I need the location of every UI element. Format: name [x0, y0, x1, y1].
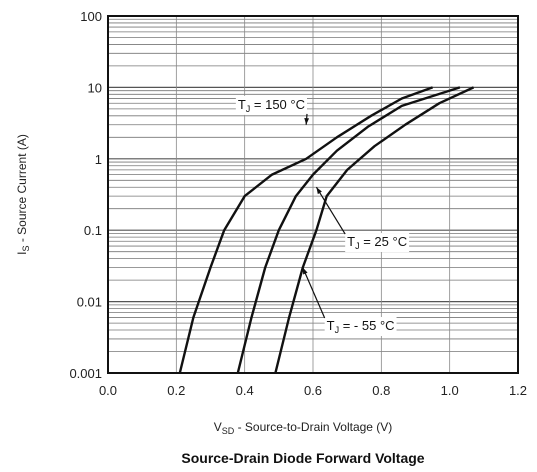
x-axis-label-sub: SD: [222, 426, 235, 436]
plot-frame: [107, 15, 519, 374]
series-label-3: TJ = - 55 °C: [327, 318, 395, 335]
series-label-sub: J: [246, 104, 251, 114]
series-line-3: [274, 86, 475, 374]
x-tick-label: 0.8: [372, 383, 390, 398]
y-tick-label: 0.01: [77, 295, 102, 310]
x-axis-label-main: V: [214, 420, 222, 434]
y-tick-label: 100: [80, 9, 102, 24]
x-tick-label: 1.2: [509, 383, 527, 398]
arrow-head: [302, 267, 308, 275]
x-tick-label: 1.0: [441, 383, 459, 398]
series-label-rest: = 25 °C: [360, 234, 407, 249]
series-label-main: T: [238, 97, 246, 112]
y-tick-label: 10: [88, 80, 102, 95]
annotation-arrow: [315, 186, 346, 235]
x-tick-label: 0.0: [99, 383, 117, 398]
y-axis-label-main: I: [15, 252, 29, 255]
x-tick-label: 0.2: [167, 383, 185, 398]
x-axis-label: VSD - Source-to-Drain Voltage (V): [214, 420, 393, 436]
grid: [107, 16, 519, 374]
series-label-rest: = 150 °C: [250, 97, 305, 112]
curves: [178, 86, 475, 374]
annotation-1: TJ = 150 °C: [235, 95, 310, 125]
series-line-1: [178, 86, 434, 374]
annotation-3: TJ = - 55 °C: [302, 267, 397, 337]
y-axis-label-sub: S: [21, 246, 31, 252]
series-label-sub: J: [355, 241, 360, 251]
annotation-2: TJ = 25 °C: [315, 186, 410, 253]
x-axis-label-rest: - Source-to-Drain Voltage (V): [234, 420, 392, 434]
x-tick-label: 0.6: [304, 383, 322, 398]
series-line-2: [236, 86, 461, 374]
y-axis-label: IS - Source Current (A): [15, 134, 31, 255]
y-tick-label: 1: [95, 152, 102, 167]
series-label-main: T: [347, 234, 355, 249]
arrow-head: [316, 187, 322, 195]
y-axis-label-rest: - Source Current (A): [15, 134, 29, 245]
series-label-sub: J: [335, 325, 340, 335]
series-label-rest: = - 55 °C: [339, 318, 394, 333]
x-tick-label: 0.4: [236, 383, 254, 398]
label-background: [235, 95, 308, 115]
label-background: [324, 317, 397, 337]
series-label-1: TJ = 150 °C: [238, 97, 305, 114]
y-tick-label: 0.1: [84, 223, 102, 238]
annotations: TJ = 150 °CTJ = 25 °CTJ = - 55 °C: [235, 95, 410, 337]
tick-labels: 0.0 0.2 0.4 0.6 0.8 1.0 1.2 0.001 0.01 0.1 1 10 100: [69, 9, 527, 398]
annotation-arrow: [302, 267, 326, 319]
arrow-head: [304, 117, 310, 125]
series-label-2: TJ = 25 °C: [347, 234, 407, 251]
label-background: [345, 233, 410, 253]
series-label-main: T: [327, 318, 335, 333]
chart-title: Source-Drain Diode Forward Voltage: [181, 450, 424, 466]
y-tick-label: 0.001: [69, 366, 102, 381]
